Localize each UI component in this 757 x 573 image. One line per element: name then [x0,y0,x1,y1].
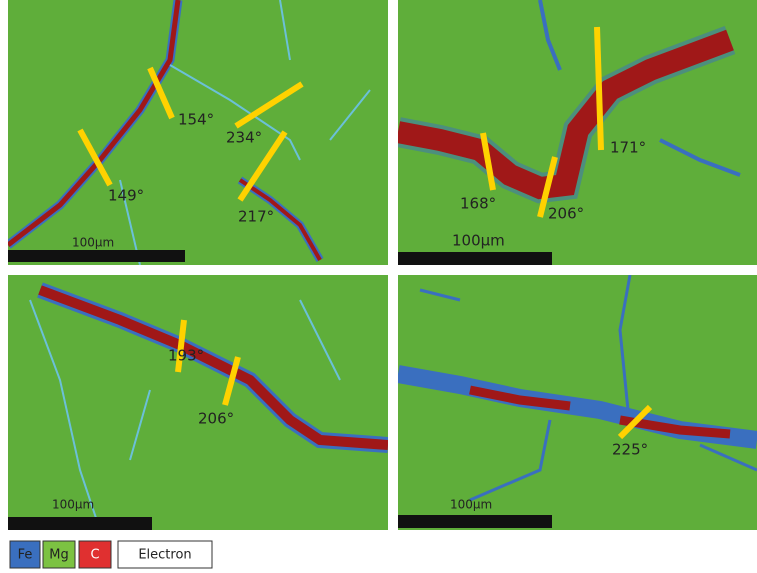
angle-label: 206° [548,205,584,223]
angle-label: 154° [178,111,214,129]
angle-label: 171° [610,139,646,157]
angle-label: 193° [168,347,204,365]
legend-label: Mg [49,548,68,563]
legend-label: C [90,548,99,563]
figure: 154° 234° 149° 217° 100µm 168° 206° 171°… [0,0,757,573]
legend-label: Fe [18,548,33,563]
legend-label: Electron [138,548,191,563]
scale-label: 100µm [452,232,505,250]
angle-label: 217° [238,208,274,226]
panel [8,275,388,530]
scale-label: 100µm [52,498,94,512]
angle-label: 168° [460,195,496,213]
angle-label: 149° [108,187,144,205]
scale-label: 100µm [72,236,114,250]
angle-label: 206° [198,410,234,428]
angle-label: 234° [226,129,262,147]
panel [398,0,757,265]
panel [398,275,757,530]
measure-line [597,27,601,150]
scale-label: 100µm [450,498,492,512]
panel [8,0,388,265]
angle-label: 225° [612,441,648,459]
